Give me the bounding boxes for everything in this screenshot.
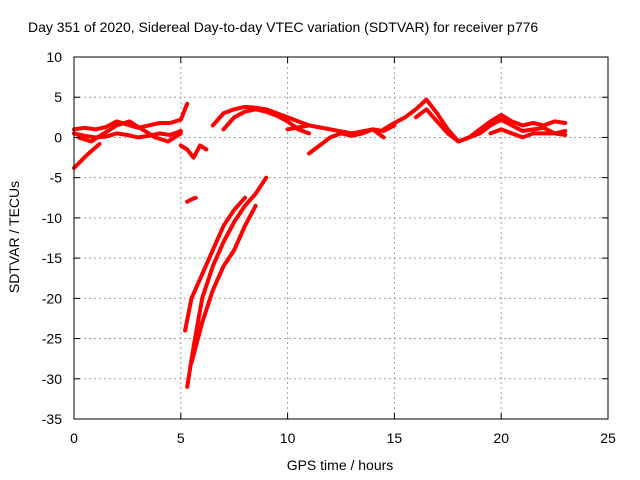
y-tick-label: 5 [54,89,62,105]
series-arc-early-rise [72,141,102,170]
y-tick-label: 10 [46,49,62,65]
x-tick-label: 10 [280,430,296,446]
x-tick-label: 20 [493,430,509,446]
series-arc-morning-b [72,129,183,140]
y-tick-label: -25 [42,331,62,347]
axis-ticks: 0 5 10 15 20 25 10 5 0 -5 -10 -15 -20 -25 -30 -35 [42,49,616,446]
series-arc-recovery-b [189,203,258,365]
y-axis-label: SDTVAR / TECUs [6,181,22,293]
series-arc-evening-c [488,127,568,140]
y-tick-label: 0 [54,129,62,145]
y-tick-label: -15 [42,250,62,266]
x-tick-label: 0 [70,430,78,446]
x-axis-label: GPS time / hours [287,457,394,473]
series-arc-morning-c [76,119,183,144]
x-tick-label: 15 [387,430,403,446]
series-arc-midday-b [307,123,397,156]
series-arc-noon-dip [178,143,209,160]
series-arc-short [185,195,198,204]
plot-frame [73,56,609,420]
y-tick-label: -10 [42,210,62,226]
series-arc-recovery-c [183,195,247,333]
y-tick-label: -20 [42,290,62,306]
y-tick-label: -35 [42,411,62,427]
series-arc-morning-a [72,101,190,132]
data-series [72,97,568,389]
series-arc-evening-b [413,107,568,144]
x-tick-label: 25 [600,430,616,446]
chart-title: Day 351 of 2020, Sidereal Day-to-day VTE… [28,19,538,35]
y-tick-label: -5 [50,170,63,186]
series-arc-recovery-a [185,175,269,389]
y-tick-label: -30 [42,371,62,387]
x-tick-label: 5 [177,430,185,446]
